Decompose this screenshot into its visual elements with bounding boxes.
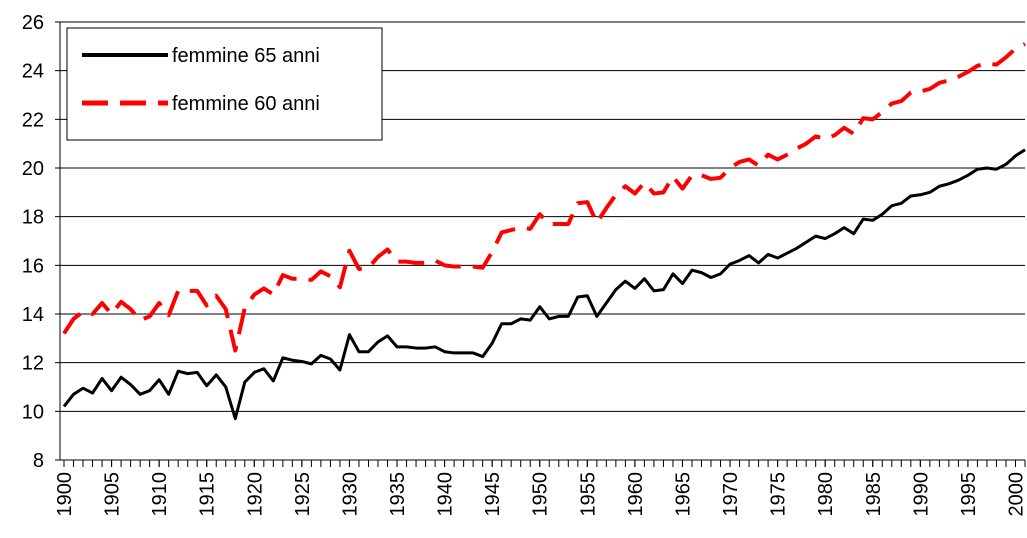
x-tick-label: 1990 <box>910 472 932 517</box>
x-tick-label: 1955 <box>577 472 599 517</box>
legend-label: femmine 60 anni <box>172 93 320 115</box>
x-tick-label: 1935 <box>387 472 409 517</box>
x-tick-label: 1960 <box>625 472 647 517</box>
legend-box <box>66 27 383 141</box>
x-tick-label: 1950 <box>530 472 552 517</box>
y-tick-label: 8 <box>33 450 44 472</box>
x-tick-label: 1920 <box>244 472 266 517</box>
x-tick-label: 1970 <box>720 472 742 517</box>
x-tick-label: 1985 <box>863 472 885 517</box>
x-tick-label: 1915 <box>197 472 219 517</box>
y-tick-label: 14 <box>22 304 44 326</box>
x-tick-label: 1975 <box>768 472 790 517</box>
x-tick-label: 1900 <box>54 472 76 517</box>
x-tick-label: 1945 <box>482 472 504 517</box>
x-tick-label: 1930 <box>339 472 361 517</box>
x-tick-label: 1995 <box>958 472 980 517</box>
y-tick-label: 20 <box>22 158 44 180</box>
y-tick-label: 22 <box>22 109 44 131</box>
y-tick-label: 12 <box>22 353 44 375</box>
x-tick-label: 1925 <box>292 472 314 517</box>
x-tick-label: 1965 <box>672 472 694 517</box>
x-tick-label: 1980 <box>815 472 837 517</box>
x-tick-label: 1905 <box>102 472 124 517</box>
x-tick-label: 1940 <box>435 472 457 517</box>
y-tick-label: 10 <box>22 401 44 423</box>
x-tick-label: 1910 <box>149 472 171 517</box>
data-line <box>62 42 1026 353</box>
y-tick-label: 18 <box>22 207 44 229</box>
x-tick-label: 2000 <box>1005 472 1027 517</box>
y-tick-label: 24 <box>22 61 44 83</box>
data-line <box>62 148 1026 421</box>
legend-label: femmine 65 anni <box>172 45 320 67</box>
y-tick-label: 16 <box>22 255 44 277</box>
y-tick-label: 26 <box>22 12 44 34</box>
